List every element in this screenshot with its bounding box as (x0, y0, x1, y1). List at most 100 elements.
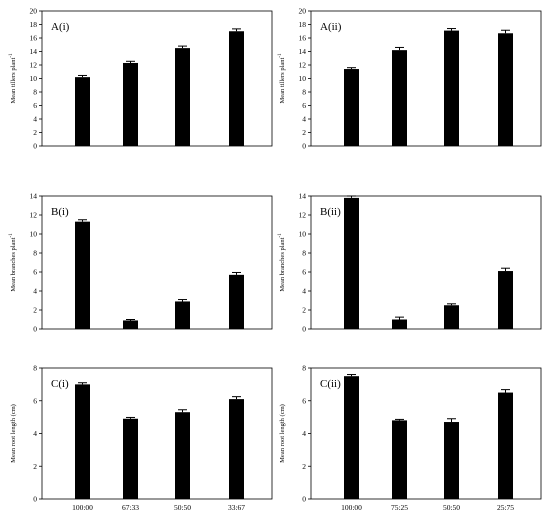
panel-label: C(i) (51, 378, 69, 390)
y-tick-label: 20 (30, 7, 38, 16)
y-tick-label: 2 (33, 306, 37, 315)
y-tick-label: 8 (33, 88, 37, 97)
bar-3 (175, 48, 190, 146)
y-axis-label-text: Mean tillers plant (10, 57, 17, 103)
y-tick-label: 6 (33, 268, 37, 277)
y-tick-label: 0 (302, 325, 306, 334)
bar-4 (229, 31, 244, 146)
bar-3 (175, 412, 190, 499)
category-label: 50:50 (174, 503, 191, 512)
y-tick-label: 0 (33, 142, 37, 151)
panel-label: A(ii) (320, 21, 342, 33)
bar-1 (344, 69, 359, 146)
category-label: 100:00 (72, 503, 93, 512)
y-tick-label: 0 (33, 495, 37, 504)
y-tick-label: 0 (302, 495, 306, 504)
y-tick-label: 10 (30, 230, 38, 239)
bar-4 (498, 33, 513, 146)
y-tick-label: 8 (33, 249, 37, 258)
bar-2 (392, 50, 407, 146)
y-axis-label: Mean root length (cm) (279, 404, 286, 463)
panel-label: A(i) (51, 21, 70, 33)
panel-label: B(ii) (320, 206, 341, 218)
bar-1 (75, 384, 90, 499)
y-axis-label-superscript: -1 (9, 53, 14, 58)
chart-panel-2: 0 2 4 6 8 10 12 14 16 18 20 Mean tillers plant-1 A(i… (278, 7, 542, 151)
y-tick-label: 2 (33, 128, 37, 137)
y-tick-label: 10 (30, 74, 38, 83)
y-axis-label-superscript: -1 (9, 233, 14, 238)
y-tick-label: 2 (33, 462, 37, 471)
bar-3 (444, 422, 459, 499)
y-tick-label: 14 (299, 47, 307, 56)
chart-panel-6: 0 2 4 6 8 Mean root length (cm) C(ii) 100:00 75:… (279, 364, 542, 512)
bar-2 (392, 420, 407, 499)
category-label: 33:67 (228, 503, 245, 512)
y-tick-label: 4 (33, 115, 37, 124)
bar-4 (498, 271, 513, 329)
y-tick-label: 4 (33, 429, 37, 438)
y-axis-label: Mean tillers plant-1 (9, 53, 17, 104)
y-tick-label: 2 (302, 128, 306, 137)
bar-1 (344, 376, 359, 499)
chart-panel-5: 0 2 4 6 8 Mean root length (cm) C(i) 100:00 67:3… (10, 364, 273, 512)
bar-3 (175, 301, 190, 329)
bar-1 (344, 197, 359, 329)
chart-panel-4: 0 2 4 6 8 10 12 14 Mean branches plant-1 B(ii) (278, 192, 542, 334)
y-tick-label: 18 (30, 20, 38, 29)
y-axis-label: Mean tillers plant-1 (278, 53, 286, 104)
y-tick-label: 6 (33, 101, 37, 110)
y-tick-label: 14 (30, 192, 38, 201)
bar-3 (444, 30, 459, 147)
y-tick-label: 6 (33, 396, 37, 405)
y-tick-label: 12 (30, 61, 38, 70)
chart-panel-3: 0 2 4 6 8 10 12 14 Mean branches plant-1 B(i) (9, 192, 273, 334)
y-tick-label: 20 (299, 7, 307, 16)
y-tick-label: 2 (302, 306, 306, 315)
category-label: 50:50 (443, 503, 460, 512)
y-tick-label: 16 (299, 34, 307, 43)
y-tick-label: 14 (30, 47, 38, 56)
y-tick-label: 4 (33, 287, 37, 296)
plot-frame (41, 195, 273, 330)
y-tick-label: 10 (299, 74, 307, 83)
chart-panel-1: 0 2 4 6 8 10 12 14 16 18 20 Mean tillers plant-1 A(i… (9, 7, 273, 151)
y-axis-label-superscript: -1 (278, 233, 283, 238)
y-axis-label-text: Mean branches plant (279, 237, 286, 291)
y-tick-label: 6 (302, 101, 306, 110)
y-tick-label: 4 (302, 115, 306, 124)
bar-3 (444, 305, 459, 329)
y-tick-label: 16 (30, 34, 38, 43)
y-tick-label: 12 (299, 61, 307, 70)
bar-1 (75, 221, 90, 329)
y-tick-label: 4 (302, 429, 306, 438)
y-tick-label: 8 (302, 249, 306, 258)
y-axis-label-text: Mean branches plant (10, 237, 17, 291)
y-tick-label: 14 (299, 192, 307, 201)
y-axis-label-text: Mean tillers plant (279, 57, 286, 103)
y-tick-label: 2 (302, 462, 306, 471)
y-axis-label-text: Mean root length (cm) (10, 404, 17, 463)
y-axis-label-superscript: -1 (278, 53, 283, 58)
y-tick-label: 6 (302, 396, 306, 405)
plot-frame (310, 195, 542, 330)
category-label: 67:33 (122, 503, 139, 512)
bar-4 (229, 399, 244, 499)
bar-1 (75, 77, 90, 146)
y-tick-label: 8 (33, 364, 37, 373)
y-axis-label-text: Mean root length (cm) (279, 404, 286, 463)
category-label: 100:00 (341, 503, 362, 512)
panel-label: B(i) (51, 206, 69, 218)
y-tick-label: 18 (299, 20, 307, 29)
y-tick-label: 6 (302, 268, 306, 277)
y-axis-label: Mean branches plant-1 (278, 233, 286, 292)
bar-2 (123, 62, 138, 146)
category-label: 25:75 (497, 503, 514, 512)
y-tick-label: 8 (302, 88, 306, 97)
y-tick-label: 0 (33, 325, 37, 334)
bar-2 (392, 319, 407, 329)
y-tick-label: 12 (299, 211, 307, 220)
y-axis-label: Mean root length (cm) (10, 404, 17, 463)
bar-2 (123, 418, 138, 499)
